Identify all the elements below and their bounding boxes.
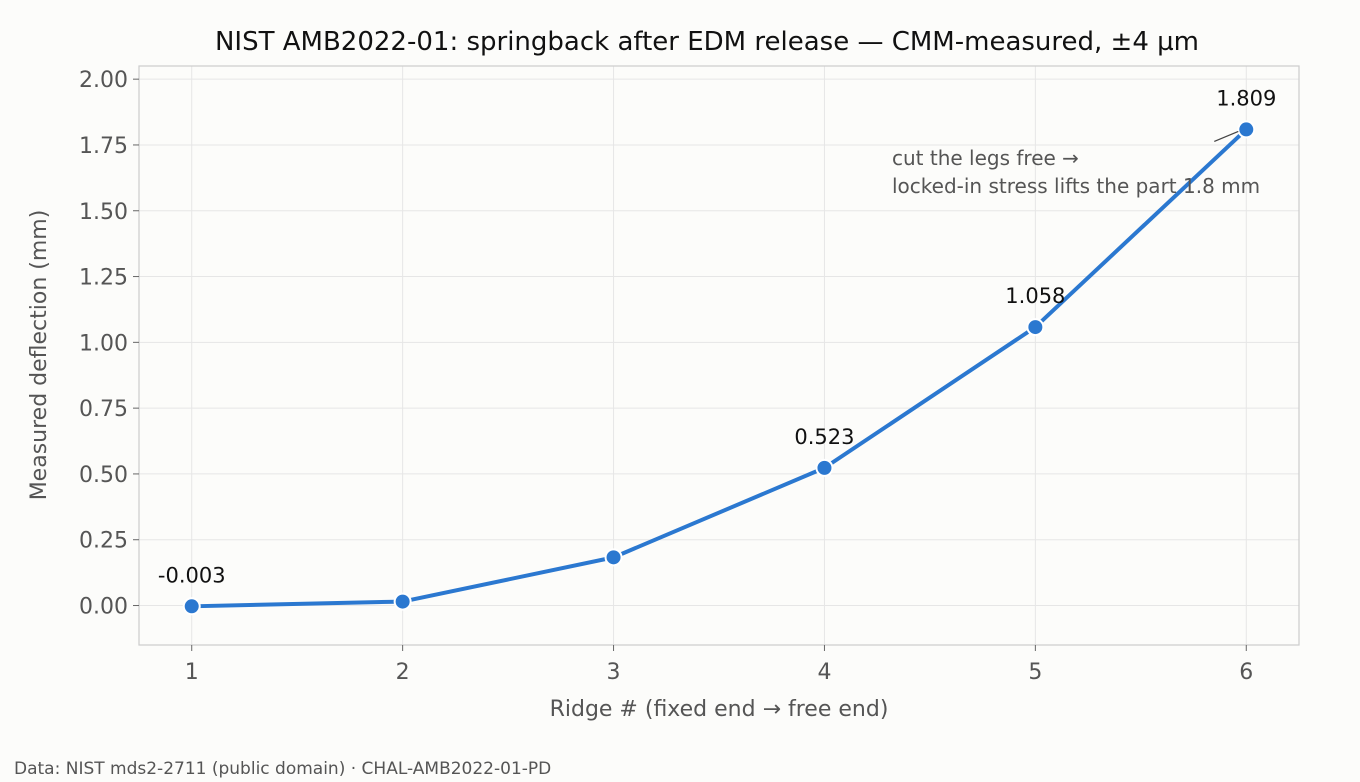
annotation-line-1: cut the legs free → [892,146,1079,170]
plot-area-frame [138,65,1300,646]
y-tick-label: 1.50 [79,200,128,225]
y-tick-label: 0.00 [79,595,128,620]
data-label: 1.809 [1216,86,1276,110]
x-tick-label: 4 [817,660,831,685]
data-series [182,120,1256,616]
chart-title: NIST AMB2022-01: springback after EDM re… [215,27,1199,57]
y-axis-label: Measured deflection (mm) [27,210,52,501]
data-point [1237,120,1256,139]
data-label: 0.523 [794,425,854,449]
annotation-arrow [1214,130,1239,143]
data-label: 1.058 [1005,284,1065,308]
series-line [189,127,1249,609]
annotation: cut the legs free → locked-in stress lif… [892,130,1260,198]
x-axis-label: Ridge # (fixed end → free end) [550,697,889,722]
annotation-line-2: locked-in stress lifts the part 1.8 mm [892,174,1260,198]
data-point [393,592,412,611]
x-tick-label: 2 [396,660,410,685]
x-tick-label: 1 [185,660,199,685]
x-tick-label: 5 [1028,660,1042,685]
data-point [604,548,623,567]
y-tick-label: 0.50 [79,463,128,488]
axis-ticks: 0.00 0.25 0.50 0.75 1.00 1.25 1.50 1.75 2.00 1 2 3 4… [79,68,1253,685]
x-tick-label: 3 [607,660,621,685]
data-point [182,597,201,616]
y-tick-label: 0.25 [79,529,128,554]
y-tick-label: 0.75 [79,397,128,422]
x-tick-label: 6 [1239,660,1253,685]
grid-lines [139,66,1299,645]
y-tick-label: 1.75 [79,134,128,159]
data-point [1026,318,1045,337]
data-labels: -0.003 0.523 1.058 1.809 [158,86,1276,587]
y-tick-label: 1.25 [79,266,128,291]
data-label: -0.003 [158,563,226,587]
source-note: Data: NIST mds2-2711 (public domain) · C… [14,759,551,779]
y-tick-label: 1.00 [79,331,128,356]
y-tick-label: 2.00 [79,68,128,93]
data-point [815,458,834,477]
